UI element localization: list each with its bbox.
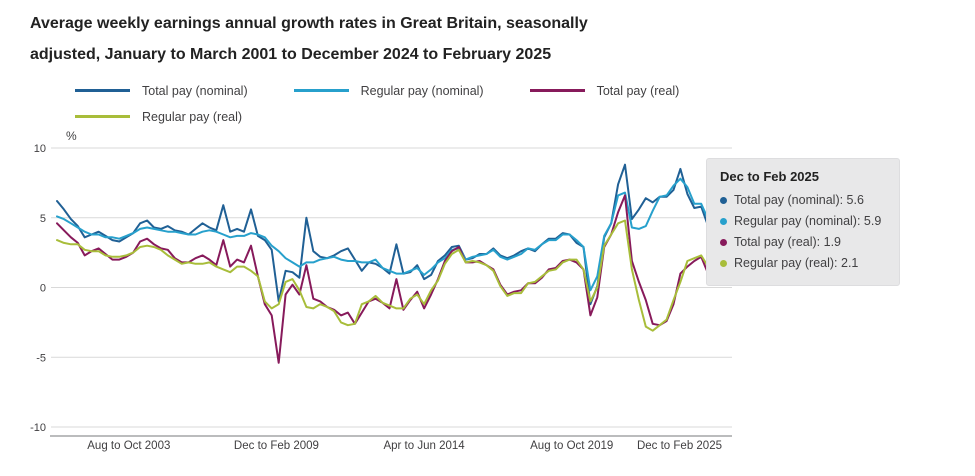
legend-row-1: Total pay (nominal) Regular pay (nominal…	[75, 82, 679, 99]
x-axis-tick-label: Aug to Oct 2019	[530, 440, 613, 452]
x-axis-tick-label: Dec to Feb 2009	[234, 440, 319, 452]
legend-label-regular-pay-nominal: Regular pay (nominal)	[360, 83, 484, 98]
legend-item-total-pay-real[interactable]: Total pay (real)	[529, 83, 680, 98]
series-line-total-pay-nominal[interactable]	[56, 163, 723, 306]
tooltip-value-total-pay-real: Total pay (real): 1.9	[734, 235, 841, 249]
legend-label-regular-pay-real: Regular pay (real)	[142, 109, 243, 124]
legend-item-total-pay-nominal[interactable]: Total pay (nominal)	[75, 84, 248, 98]
tooltip-value-regular-pay-nominal: Regular pay (nominal): 5.9	[734, 214, 882, 228]
legend-label-total-pay-nominal: Total pay (nominal)	[142, 83, 248, 98]
tooltip-row-total-pay-real: Total pay (real): 1.9	[720, 232, 886, 253]
tooltip-dot-total-pay-real	[720, 239, 727, 246]
tooltip-row-total-pay-nominal: Total pay (nominal): 5.6	[720, 190, 886, 211]
chart-title-line2: adjusted, January to March 2001 to Decem…	[30, 46, 552, 63]
tooltip-value-regular-pay-real: Regular pay (real): 2.1	[734, 256, 859, 270]
chart-title-line1: Average weekly earnings annual growth ra…	[30, 15, 588, 32]
y-axis-tick-label: 10	[34, 143, 46, 155]
series-line-regular-pay-nominal[interactable]	[56, 177, 723, 292]
x-axis-tick-label: Dec to Feb 2025	[637, 440, 722, 452]
chart-title: Average weekly earnings annual growth ra…	[30, 8, 670, 70]
x-axis-tick-label: Aug to Oct 2003	[87, 440, 170, 452]
tooltip-dot-regular-pay-nominal	[720, 218, 727, 225]
tooltip-dot-regular-pay-real	[720, 260, 727, 267]
y-axis-tick-label: 0	[40, 283, 46, 295]
chart-tooltip: Dec to Feb 2025 Total pay (nominal): 5.6…	[706, 158, 900, 286]
tooltip-row-regular-pay-nominal: Regular pay (nominal): 5.9	[720, 211, 886, 232]
chart-legend: Total pay (nominal) Regular pay (nominal…	[75, 82, 679, 134]
legend-item-regular-pay-nominal[interactable]: Regular pay (nominal)	[293, 83, 484, 98]
legend-row-2: Regular pay (real)	[75, 108, 679, 125]
series-line-regular-pay-real[interactable]	[56, 219, 723, 332]
tooltip-value-total-pay-nominal: Total pay (nominal): 5.6	[734, 193, 864, 207]
legend-swatch-regular-pay-nominal	[293, 89, 349, 92]
legend-item-regular-pay-real[interactable]: Regular pay (real)	[75, 110, 242, 124]
legend-swatch-total-pay-nominal	[75, 89, 130, 92]
y-axis-tick-label: -10	[30, 422, 46, 434]
y-axis-tick-label: 5	[40, 213, 46, 225]
x-axis-tick-label: Apr to Jun 2014	[383, 440, 465, 452]
legend-label-total-pay-real: Total pay (real)	[596, 83, 680, 98]
tooltip-dot-total-pay-nominal	[720, 197, 727, 204]
chart-canvas[interactable]: 10 5 0 -5 -10% Aug to Oct 2003 Dec to Feb 2009…	[0, 128, 975, 476]
tooltip-row-regular-pay-real: Regular pay (real): 2.1	[720, 253, 886, 274]
y-axis-unit-label: %	[66, 129, 77, 143]
series-line-total-pay-real[interactable]	[56, 194, 723, 364]
y-axis-tick-label: -5	[36, 352, 46, 364]
legend-swatch-total-pay-real	[529, 89, 585, 92]
legend-swatch-regular-pay-real	[75, 115, 130, 118]
tooltip-heading: Dec to Feb 2025	[720, 169, 819, 184]
